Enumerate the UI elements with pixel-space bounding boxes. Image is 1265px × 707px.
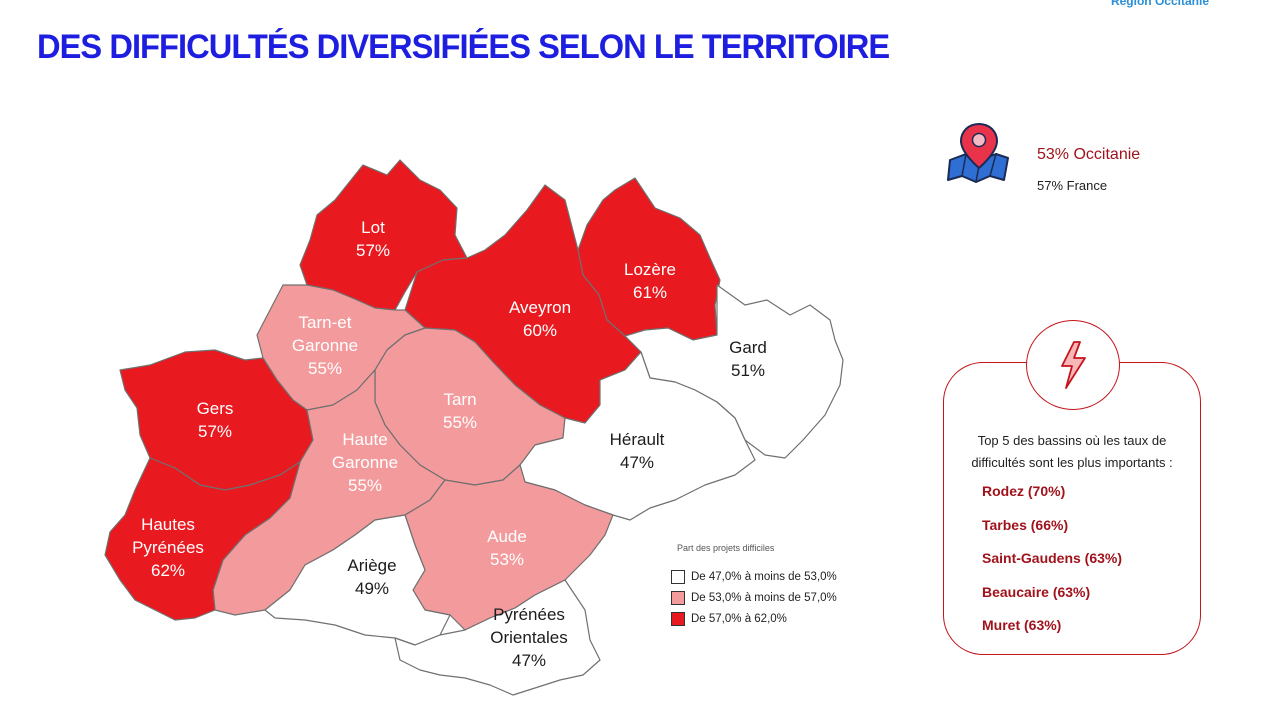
department-value: 51% xyxy=(731,361,765,380)
department-pyrenees-orientales-label: Pyrénées Orientales 47% xyxy=(490,605,567,670)
department-name: Aude xyxy=(487,527,527,546)
top5-item-2: Tarbes (66%) xyxy=(982,516,1069,533)
department-lot-label: Lot 57% xyxy=(356,218,390,260)
region-label: Région Occitanie xyxy=(1110,0,1209,8)
top5-list: Rodez (70%) Tarbes (66%) Saint-Gaudens (… xyxy=(982,483,1122,651)
map-legend: Part des projets difficiles De 47,0% à m… xyxy=(671,543,837,629)
department-herault-label: Hérault 47% xyxy=(610,430,665,472)
legend-swatch-high xyxy=(671,611,685,626)
legend-label-high: De 57,0% à 62,0% xyxy=(691,612,787,625)
department-value: 55% xyxy=(308,359,342,378)
department-ariege[interactable]: Ariège 49% xyxy=(264,514,451,646)
department-lozere[interactable]: Lozère 61% xyxy=(577,177,721,341)
map-pin-icon xyxy=(947,122,1009,183)
department-name: Aveyron xyxy=(509,298,571,317)
top5-item-1: Rodez (70%) xyxy=(982,483,1066,499)
legend-item-high: De 57,0% à 62,0% xyxy=(671,608,837,629)
department-value: 47% xyxy=(620,453,654,472)
legend-label-low: De 47,0% à moins de 53,0% xyxy=(691,570,837,583)
top5-item-5: Muret (63%) xyxy=(982,617,1062,633)
department-name: Lot xyxy=(361,218,385,237)
department-hautes-pyrenees-label: Hautes Pyrénées 62% xyxy=(132,515,204,580)
department-herault[interactable]: Hérault 47% xyxy=(519,351,756,521)
department-name: Pyrénées xyxy=(132,538,204,557)
department-name: Orientales xyxy=(490,628,567,647)
department-gers-label: Gers 57% xyxy=(197,399,234,441)
department-value: 57% xyxy=(356,241,390,260)
department-aveyron-label: Aveyron 60% xyxy=(509,298,571,340)
stat-occitanie: 53% Occitanie xyxy=(1037,146,1141,163)
top5-item-3: Saint-Gaudens (63%) xyxy=(982,550,1123,566)
department-name: Ariège xyxy=(347,556,396,575)
occitanie-map: Lot 57% Lozère 61% Aveyron 60% Gard 51% Tarn… xyxy=(104,159,844,696)
page-title: DES DIFFICULTÉS DIVERSIFIÉES SELON LE TE… xyxy=(37,28,890,66)
legend-title: Part des projets difficiles xyxy=(677,543,775,553)
department-value: 53% xyxy=(490,550,524,569)
department-aude-label: Aude 53% xyxy=(487,527,527,569)
department-name: Gers xyxy=(197,399,234,418)
legend-swatch-low xyxy=(671,569,685,584)
top5-badge xyxy=(1026,320,1120,410)
department-gers[interactable]: Gers 57% xyxy=(119,349,314,491)
department-pyrenees-orientales[interactable]: Pyrénées Orientales 47% xyxy=(394,579,601,696)
department-name: Pyrénées xyxy=(493,605,565,624)
department-value: 47% xyxy=(512,651,546,670)
department-name: Tarn-et xyxy=(299,313,352,332)
department-name: Hérault xyxy=(610,430,665,449)
department-name: Hautes xyxy=(141,515,195,534)
department-aude[interactable]: Aude 53% xyxy=(404,464,614,631)
department-lot[interactable]: Lot 57% xyxy=(299,159,468,311)
department-name: Haute xyxy=(342,430,387,449)
department-name: Garonne xyxy=(332,453,398,472)
department-ariege-label: Ariège 49% xyxy=(347,556,396,598)
department-name: Lozère xyxy=(624,260,676,279)
department-haute-garonne-label: Haute Garonne 55% xyxy=(332,430,398,495)
department-name: Gard xyxy=(729,338,767,357)
department-value: 60% xyxy=(523,321,557,340)
department-value: 55% xyxy=(348,476,382,495)
legend-swatch-mid xyxy=(671,590,685,605)
department-name: Garonne xyxy=(292,336,358,355)
department-lozere-label: Lozère 61% xyxy=(624,260,676,302)
legend-label-mid: De 53,0% à moins de 57,0% xyxy=(691,591,837,604)
department-hautes-pyrenees[interactable]: Hautes Pyrénées 62% xyxy=(104,457,301,621)
department-value: 49% xyxy=(355,579,389,598)
department-name: Tarn xyxy=(443,390,476,409)
department-value: 55% xyxy=(443,413,477,432)
department-gard-label: Gard 51% xyxy=(729,338,767,380)
legend-item-low: De 47,0% à moins de 53,0% xyxy=(671,566,837,587)
legend-item-mid: De 53,0% à moins de 57,0% xyxy=(671,587,837,608)
department-gard[interactable]: Gard 51% xyxy=(624,284,844,459)
top5-item-4: Beaucaire (63%) xyxy=(982,583,1091,600)
department-tarn-label: Tarn 55% xyxy=(443,390,477,432)
lightning-bolt-icon xyxy=(1061,341,1086,389)
department-value: 61% xyxy=(633,283,667,302)
department-tarn-et-garonne[interactable]: Tarn-et Garonne 55% xyxy=(256,284,426,411)
top5-caption: Top 5 des bassins où les taux de difficu… xyxy=(971,433,1173,470)
department-value: 62% xyxy=(151,561,185,580)
stat-france: 57% France xyxy=(1037,178,1108,193)
department-tarn-et-garonne-label: Tarn-et Garonne 55% xyxy=(292,313,358,378)
department-value: 57% xyxy=(198,422,232,441)
